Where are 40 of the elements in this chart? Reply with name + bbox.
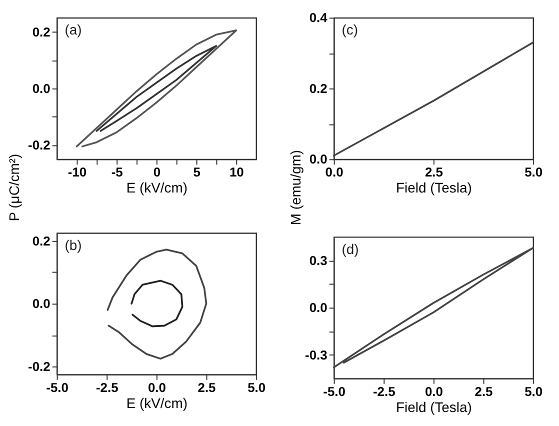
y-tick-label: 0.0 [309, 152, 328, 167]
x-tick-label: -5.0 [46, 380, 68, 395]
x-tick-label: 5.0 [524, 384, 543, 399]
y-axis-title: P (μC/cm²) [6, 154, 22, 222]
x-tick-label: 0.0 [325, 164, 344, 180]
y-tick-label: 0.2 [32, 24, 50, 40]
x-tick-label: -2.5 [372, 384, 396, 399]
x-tick-label: 0 [153, 164, 161, 180]
x-axis-title: E (kV/cm) [126, 180, 188, 196]
y-tick-label: 0.0 [309, 300, 328, 316]
x-tick-label: 10 [229, 164, 244, 180]
y-tick-label: -0.2 [28, 359, 50, 374]
x-tick-label: 0.0 [148, 380, 166, 395]
y-axis-title: M (emu/gm) [287, 150, 304, 226]
y-tick-label: 0.0 [32, 296, 50, 312]
y-tick-label: 0.0 [32, 80, 50, 96]
x-tick-label: -2.5 [96, 380, 118, 395]
y-tick-label: 0.2 [32, 233, 50, 248]
x-tick-label: 2.5 [424, 164, 443, 180]
x-tick-label: -5.0 [323, 384, 346, 399]
y-tick-label: 0.4 [309, 10, 328, 26]
x-tick-label: 5.0 [248, 380, 266, 395]
x-tick-label: -5 [111, 164, 123, 180]
annotation: (a) [64, 22, 82, 38]
x-tick-label: -10 [68, 164, 87, 180]
x-axis-title: Field (Tesla) [396, 398, 472, 415]
annotation: (b) [64, 236, 82, 253]
y-tick-label: 0.2 [309, 80, 328, 96]
annotation: (c) [342, 22, 358, 38]
x-tick-label: 5.0 [524, 164, 543, 180]
x-tick-label: 2.5 [198, 380, 216, 395]
x-tick-label: 2.5 [474, 384, 493, 399]
y-tick-label: -0.2 [28, 138, 50, 153]
y-tick-label: -0.3 [305, 347, 328, 362]
x-tick-label: 5 [193, 164, 200, 180]
x-axis-title: E (kV/cm) [126, 394, 188, 411]
annotation: (d) [342, 240, 359, 257]
x-axis-title: Field (Tesla) [396, 180, 472, 196]
y-tick-label: 0.3 [309, 252, 328, 268]
x-tick-label: 0.0 [424, 384, 443, 399]
